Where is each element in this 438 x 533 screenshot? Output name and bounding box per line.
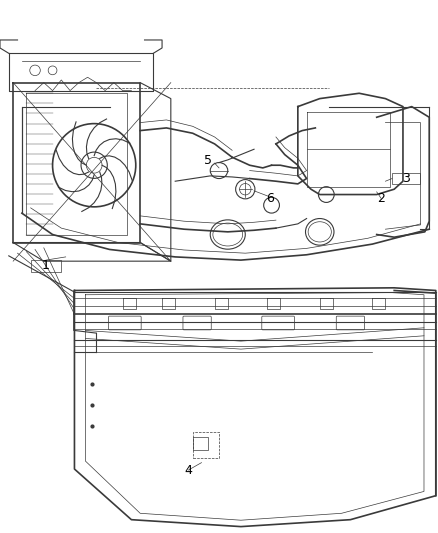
- Text: 2: 2: [377, 192, 385, 205]
- Text: 4: 4: [184, 464, 192, 477]
- Bar: [392, 173, 420, 184]
- Text: 3: 3: [402, 172, 410, 185]
- Text: 1: 1: [42, 260, 50, 272]
- Bar: [31, 260, 61, 272]
- Text: 6: 6: [266, 192, 274, 205]
- Text: 5: 5: [204, 155, 212, 167]
- Bar: [193, 437, 208, 450]
- Bar: [193, 432, 219, 458]
